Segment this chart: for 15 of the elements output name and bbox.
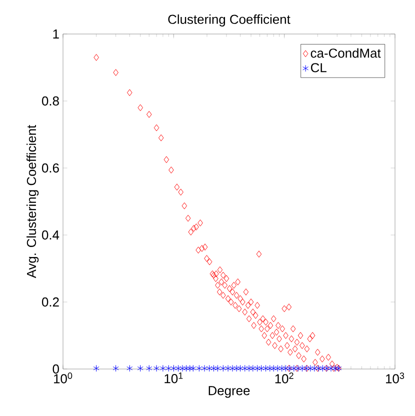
x-tick-label: 10$^{3}$ (386, 372, 404, 384)
y-tick-label: 1 (53, 30, 59, 38)
x-tick-label: 10$^{1}$ (164, 372, 183, 384)
y-tick-label: 0 (52, 364, 59, 374)
x-tick-label: 10$^{0}$ (54, 372, 72, 384)
y-tick-label: 0.6 (42, 163, 59, 173)
y-tick-label: 0.8 (42, 96, 59, 106)
y-axis-title: Avg. Clustering Coefficient (26, 124, 39, 278)
y-tick-label: 0.4 (42, 230, 60, 240)
legend-label: ca-CondMat (310, 48, 381, 58)
y-tick-label: 0.2 (42, 297, 59, 307)
chart-title: Clustering Coefficient (168, 14, 290, 26)
x-tick-label: 10$^{2}$ (275, 372, 294, 384)
x-axis-title: Degree (208, 386, 250, 398)
legend-label: CL (310, 63, 326, 72)
